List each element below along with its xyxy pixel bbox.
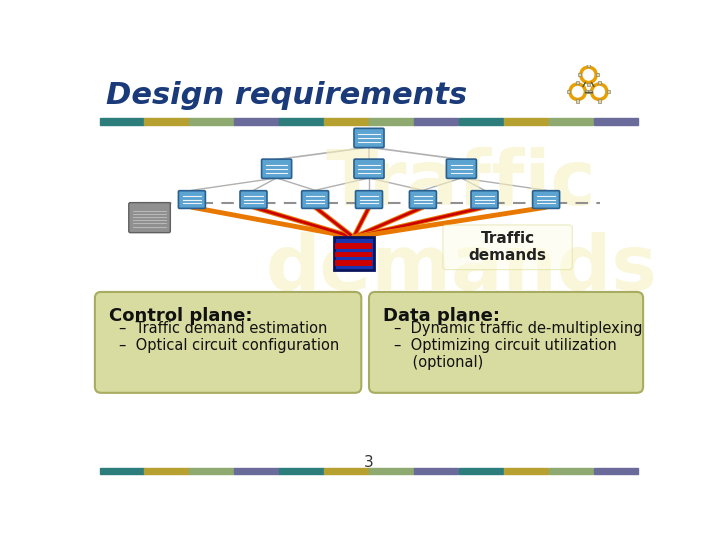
Bar bbox=[234, 468, 279, 475]
FancyBboxPatch shape bbox=[354, 159, 384, 178]
Bar bbox=[588, 90, 592, 93]
FancyBboxPatch shape bbox=[533, 191, 559, 208]
Bar bbox=[189, 118, 234, 125]
FancyBboxPatch shape bbox=[356, 191, 382, 208]
Bar bbox=[335, 260, 372, 266]
Bar bbox=[189, 468, 234, 475]
Bar bbox=[576, 99, 579, 103]
Bar bbox=[598, 81, 600, 84]
Bar bbox=[549, 118, 593, 125]
FancyBboxPatch shape bbox=[410, 191, 436, 208]
Bar bbox=[587, 83, 590, 85]
FancyBboxPatch shape bbox=[354, 129, 384, 147]
Text: –  Optimizing circuit utilization: – Optimizing circuit utilization bbox=[395, 338, 617, 353]
FancyBboxPatch shape bbox=[179, 191, 205, 208]
Bar bbox=[414, 118, 459, 125]
Text: –  Traffic demand estimation: – Traffic demand estimation bbox=[119, 321, 327, 336]
Bar bbox=[585, 90, 588, 93]
Text: –  Optical circuit configuration: – Optical circuit configuration bbox=[119, 338, 339, 353]
Text: Traffic
demands: Traffic demands bbox=[266, 147, 657, 306]
Text: Control plane:: Control plane: bbox=[109, 307, 252, 325]
Text: (optional): (optional) bbox=[395, 355, 484, 370]
FancyBboxPatch shape bbox=[443, 225, 572, 269]
FancyBboxPatch shape bbox=[129, 202, 171, 233]
Bar bbox=[279, 118, 324, 125]
FancyBboxPatch shape bbox=[369, 292, 643, 393]
Bar bbox=[99, 468, 144, 475]
FancyBboxPatch shape bbox=[446, 159, 477, 178]
FancyBboxPatch shape bbox=[95, 292, 361, 393]
Bar bbox=[587, 64, 590, 67]
FancyBboxPatch shape bbox=[240, 191, 267, 208]
Bar bbox=[577, 73, 581, 76]
FancyBboxPatch shape bbox=[471, 191, 498, 208]
Bar bbox=[567, 90, 570, 93]
Text: Traffic
demands: Traffic demands bbox=[469, 231, 546, 264]
Bar bbox=[145, 118, 189, 125]
Bar bbox=[459, 468, 503, 475]
Bar bbox=[234, 118, 279, 125]
FancyBboxPatch shape bbox=[333, 237, 374, 269]
Bar bbox=[607, 90, 610, 93]
Bar bbox=[549, 468, 593, 475]
FancyBboxPatch shape bbox=[261, 159, 292, 178]
Bar bbox=[504, 468, 549, 475]
Text: –  Dynamic traffic de-multiplexing: – Dynamic traffic de-multiplexing bbox=[395, 321, 643, 336]
Bar bbox=[414, 468, 459, 475]
Bar bbox=[593, 468, 638, 475]
Text: Data plane:: Data plane: bbox=[383, 307, 500, 325]
Bar bbox=[596, 73, 599, 76]
Bar bbox=[335, 244, 372, 249]
Bar bbox=[504, 118, 549, 125]
Bar bbox=[145, 468, 189, 475]
Text: Design requirements: Design requirements bbox=[106, 81, 467, 110]
Bar bbox=[369, 468, 413, 475]
Text: 3: 3 bbox=[364, 455, 374, 470]
FancyBboxPatch shape bbox=[302, 191, 328, 208]
Bar bbox=[324, 468, 369, 475]
Bar bbox=[598, 99, 600, 103]
Bar bbox=[459, 118, 503, 125]
Bar bbox=[324, 118, 369, 125]
Bar bbox=[99, 118, 144, 125]
Bar bbox=[335, 252, 372, 257]
Bar bbox=[576, 81, 579, 84]
Bar bbox=[369, 118, 413, 125]
Bar bbox=[593, 118, 638, 125]
Bar bbox=[279, 468, 324, 475]
